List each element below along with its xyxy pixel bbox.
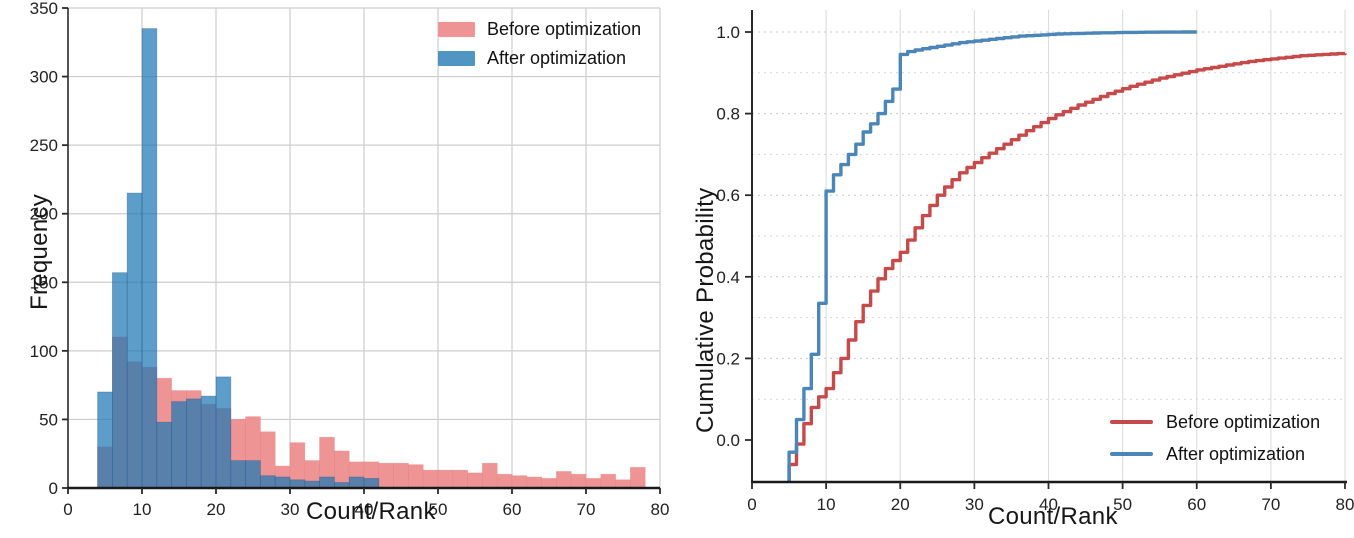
histogram-bar — [363, 477, 380, 489]
histogram-bar — [185, 398, 202, 489]
y-tick-label: 0.6 — [716, 186, 740, 205]
histogram-bar — [215, 376, 232, 489]
histogram-bar — [526, 476, 542, 489]
histogram-bar — [348, 476, 365, 489]
histogram-bar — [126, 192, 143, 489]
cdf-line-after-optimization — [787, 30, 1197, 482]
y-tick-label: 0.0 — [716, 431, 740, 450]
axes — [62, 7, 661, 494]
histogram-bar — [437, 469, 454, 489]
legend-item-after: After optimization — [438, 44, 641, 73]
cdf-line-before-optimization — [787, 51, 1347, 482]
legend-label-after: After optimization — [1166, 443, 1306, 464]
histogram-bar — [97, 391, 113, 489]
histogram-bar — [630, 466, 646, 489]
histogram-bar — [481, 462, 498, 489]
cdf-plot: 0 10 20 30 40 50 60 70 80 0.0 0.2 0.4 0.6 0.8 1.0 — [716, 10, 1354, 514]
y-tick-label: 50 — [39, 410, 58, 429]
x-tick-label: 0 — [747, 495, 756, 514]
histogram-plot: 0 10 20 30 40 50 60 70 80 0 50 100 150 200 250 300 350 — [30, 0, 670, 519]
histogram-bar — [511, 475, 528, 489]
y-tick-label: 100 — [30, 342, 58, 361]
after-optimization-swatch — [438, 51, 475, 66]
hist-legend: Before optimization After optimization — [438, 15, 641, 73]
x-tick-label: 50 — [429, 500, 448, 519]
x-tick-label: 40 — [1039, 495, 1058, 514]
before-optimization-line-swatch — [1110, 420, 1153, 424]
y-tick-label: 0.2 — [716, 349, 740, 368]
cdf-y-axis-label: Cumulative Probability — [692, 187, 719, 433]
legend-item-before: Before optimization — [1110, 406, 1320, 438]
y-tick-label: 350 — [30, 0, 58, 18]
histogram-bar — [600, 473, 616, 489]
x-tick-label: 60 — [1187, 495, 1206, 514]
cdf-panel: 0 10 20 30 40 50 60 70 80 0.0 0.2 0.4 0.6 0.8 1.0 Cumu… — [680, 0, 1354, 538]
cdf-x-axis-label: Count/Rank — [988, 503, 1118, 530]
histogram-bar — [156, 421, 173, 489]
histogram-bar — [245, 460, 261, 489]
gridlines — [68, 7, 661, 488]
x-tick-label: 20 — [891, 495, 910, 514]
hist-x-axis-label: Count/Rank — [306, 498, 436, 525]
x-tick-label: 50 — [1113, 495, 1132, 514]
histogram-bar — [200, 395, 217, 489]
y-tick-label: 250 — [30, 136, 58, 155]
y-tick-label: 150 — [30, 273, 58, 292]
y-tick-label: 0.8 — [716, 105, 740, 124]
histogram-bar — [452, 469, 468, 489]
x-tick-label: 10 — [817, 495, 836, 514]
legend-item-before: Before optimization — [438, 15, 641, 44]
x-tick-label: 40 — [355, 500, 374, 519]
x-tick-label: 70 — [1261, 495, 1280, 514]
x-tick-label: 20 — [207, 500, 226, 519]
legend-label-before: Before optimization — [1166, 411, 1321, 432]
x-tick-label: 80 — [651, 500, 670, 519]
x-tick-label: 80 — [1336, 495, 1354, 514]
histogram-bar — [422, 469, 439, 489]
histogram-bar — [378, 462, 394, 489]
y-tick-label: 1.0 — [716, 23, 740, 42]
x-tick-label: 0 — [63, 500, 72, 519]
x-tick-label: 70 — [577, 500, 596, 519]
y-tick-label: 200 — [30, 205, 58, 224]
y-tick-label: 300 — [30, 68, 58, 87]
histogram-bar — [556, 471, 572, 489]
histogram-panel: 0 10 20 30 40 50 60 70 80 0 50 100 150 200 250 300 350 F… — [26, 0, 670, 525]
axes — [745, 10, 1347, 489]
histogram-bar — [467, 472, 483, 489]
histogram-bar — [274, 476, 291, 489]
histogram-bar — [319, 476, 335, 489]
histogram-bar — [393, 462, 409, 489]
histogram-bar — [585, 477, 602, 489]
x-tick-label: 30 — [965, 495, 984, 514]
histogram-bar — [230, 460, 247, 489]
x-tick-label: 30 — [281, 500, 300, 519]
after-optimization-line-swatch — [1110, 452, 1153, 456]
histogram-bar — [541, 477, 557, 489]
x-tick-label: 10 — [133, 500, 152, 519]
histogram-bar — [259, 475, 276, 489]
histogram-bar — [496, 473, 513, 489]
histogram-bar — [141, 28, 158, 489]
legend-item-after: After optimization — [1110, 438, 1320, 470]
histogram-bar — [112, 272, 128, 489]
histogram-bar — [570, 473, 587, 489]
legend-label-before: Before optimization — [487, 19, 642, 39]
legend-label-after: After optimization — [487, 48, 627, 68]
before-optimization-swatch — [438, 22, 475, 37]
y-tick-label: 0 — [49, 479, 58, 498]
histogram-bar — [407, 464, 424, 489]
hist-y-axis-label: Frequency — [26, 193, 53, 310]
x-tick-label: 60 — [503, 500, 522, 519]
histogram-bar — [171, 401, 187, 489]
cdf-legend: Before optimization After optimization — [1110, 406, 1320, 470]
y-tick-label: 0.4 — [716, 268, 740, 287]
